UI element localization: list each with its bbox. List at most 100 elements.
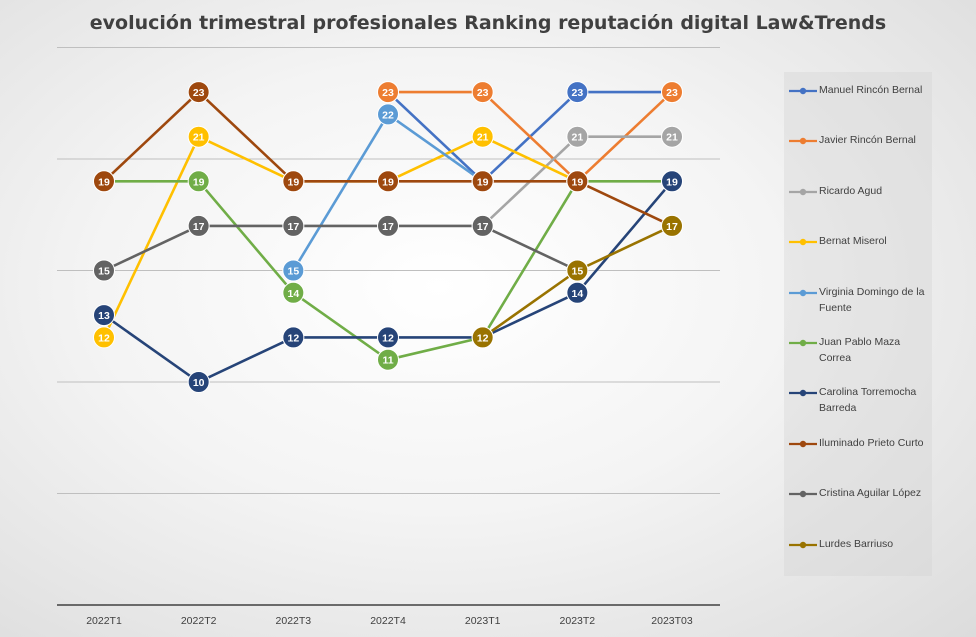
data-point: 13 <box>93 304 115 327</box>
data-marker <box>566 170 589 193</box>
series-line <box>481 224 673 339</box>
data-marker <box>661 214 684 237</box>
data-label: 10 <box>193 377 205 389</box>
x-tick-label: 2022T2 <box>181 615 217 627</box>
data-label: 23 <box>193 87 205 99</box>
legend-label: Iluminado Prieto Curto <box>819 436 924 449</box>
data-label: 19 <box>572 176 584 188</box>
data-label: 11 <box>382 355 393 367</box>
x-tick-label: 2023T03 <box>651 615 693 627</box>
data-point: 14 <box>282 281 305 304</box>
data-point: 23 <box>377 81 400 104</box>
data-point: 23 <box>566 81 589 104</box>
legend-swatch <box>789 289 817 296</box>
data-marker <box>661 81 684 104</box>
data-marker <box>282 170 305 193</box>
data-point: 21 <box>566 125 589 148</box>
data-label: 15 <box>572 266 584 278</box>
legend: Manuel Rincón Bernal Javier Rincón Bernal… <box>784 72 932 576</box>
data-label: 17 <box>382 221 394 233</box>
legend-entry: Iluminado Prieto Curto <box>784 435 932 471</box>
data-label: 12 <box>382 332 394 344</box>
data-point: 12 <box>471 326 494 349</box>
data-label: 19 <box>98 176 110 188</box>
data-point: 12 <box>377 326 400 349</box>
data-marker <box>282 259 305 282</box>
data-label: 12 <box>98 332 110 344</box>
data-marker <box>377 348 400 371</box>
data-point: 12 <box>282 326 305 349</box>
data-marker <box>377 170 400 193</box>
legend-entry: Lurdes Barriuso <box>784 536 932 572</box>
legend-label: Javier Rincón Bernal <box>819 134 916 147</box>
data-marker <box>282 214 305 237</box>
data-point: 12 <box>93 326 115 349</box>
data-label: 23 <box>382 87 394 99</box>
legend-entry: Carolina Torremocha Barreda <box>784 384 932 420</box>
data-marker <box>93 170 115 193</box>
data-point: 15 <box>93 259 115 282</box>
x-tick-label: 2023T1 <box>465 615 501 627</box>
data-marker <box>377 326 400 349</box>
data-label: 19 <box>382 176 394 188</box>
data-label: 19 <box>193 176 205 188</box>
legend-swatch <box>789 238 817 246</box>
data-label: 17 <box>666 221 678 233</box>
legend-entry: Juan Pablo Maza Correa <box>784 334 932 370</box>
data-marker <box>661 170 684 193</box>
data-point: 19 <box>187 170 210 193</box>
data-point: 17 <box>377 214 400 237</box>
data-label: 14 <box>572 288 584 300</box>
legend-label: Manuel Rincón Bernal <box>819 84 923 96</box>
legend-swatch <box>789 339 817 347</box>
data-marker <box>282 326 305 349</box>
legend-label: Virginia Domingo de la Fuente <box>819 285 925 314</box>
data-label: 21 <box>666 132 678 144</box>
data-marker <box>187 125 210 148</box>
data-marker <box>187 371 210 393</box>
x-axis: 2022T1 2022T2 2022T3 2022T4 2023T1 2023T2 2023… <box>57 604 720 627</box>
data-marker <box>377 81 400 104</box>
data-marker <box>566 81 589 104</box>
data-label: 12 <box>477 332 489 344</box>
data-label: 13 <box>98 310 110 322</box>
data-marker <box>471 125 494 148</box>
data-marker <box>566 281 589 304</box>
data-point: 21 <box>187 125 210 148</box>
data-marker <box>566 259 589 282</box>
data-marker <box>93 304 115 327</box>
data-point: 23 <box>661 81 684 104</box>
legend-entry: Manuel Rincón Bernal <box>784 82 932 118</box>
legend-label: Ricardo Agud <box>819 184 883 197</box>
legend-swatch <box>789 541 817 548</box>
legend-entry: Cristina Aguilar López <box>784 485 932 521</box>
legend-label: Cristina Aguilar López <box>819 487 922 500</box>
data-marker <box>282 281 305 304</box>
data-point: 19 <box>661 170 684 193</box>
x-tick-label: 2022T1 <box>86 615 122 627</box>
data-point: 17 <box>661 214 684 237</box>
data-label: 19 <box>287 176 299 188</box>
data-label: 15 <box>98 266 110 278</box>
data-marker <box>471 214 494 237</box>
data-marker <box>661 125 684 148</box>
data-point: 11 <box>377 348 400 371</box>
legend-swatch <box>789 440 817 447</box>
series-line <box>103 224 578 272</box>
data-point: 17 <box>187 214 210 237</box>
data-point: 14 <box>566 281 589 304</box>
data-point: 10 <box>187 371 210 393</box>
data-label: 17 <box>287 221 299 233</box>
data-marker <box>377 214 400 237</box>
legend-swatch <box>789 490 817 498</box>
legend-entry: Bernat Miserol <box>784 233 932 269</box>
legend-label: Carolina Torremocha Barreda <box>819 386 917 415</box>
data-point: 17 <box>471 214 494 237</box>
legend-swatch <box>789 390 817 397</box>
data-point: 17 <box>282 214 305 237</box>
legend-entry: Virginia Domingo de la Fuente <box>784 284 932 320</box>
data-point: 19 <box>93 170 115 193</box>
data-point: 19 <box>566 170 589 193</box>
data-label: 15 <box>287 266 299 278</box>
